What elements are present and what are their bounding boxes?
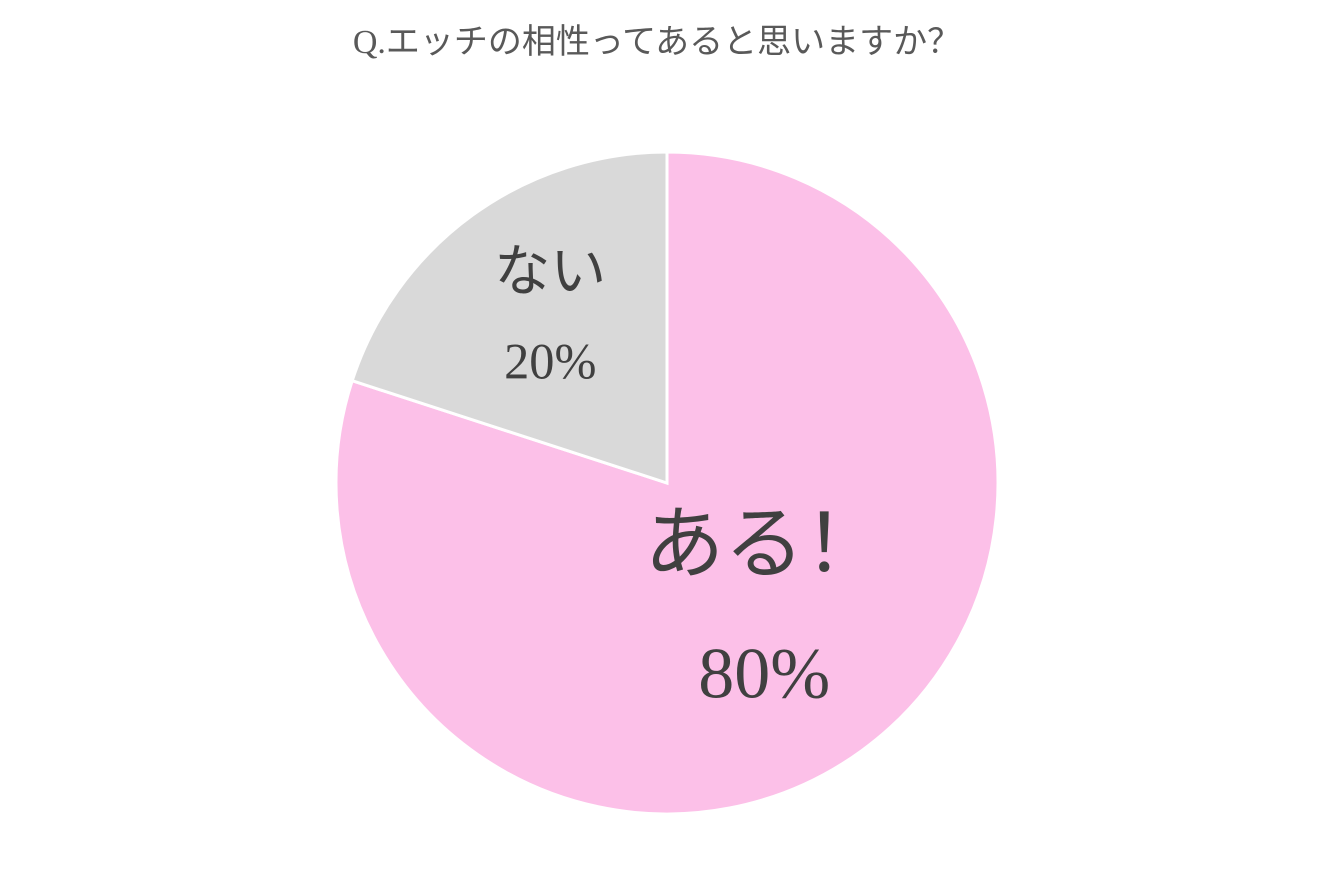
pie-slice (334, 150, 1000, 816)
chart-title: Q.エッチの相性ってあると思いますか？ (353, 23, 961, 61)
slice-label: ある！ (644, 501, 884, 589)
pie-slice (350, 150, 669, 486)
value-label: 20% (504, 334, 596, 390)
value-label: 80% (698, 633, 830, 713)
slice-label: ない (494, 241, 606, 303)
